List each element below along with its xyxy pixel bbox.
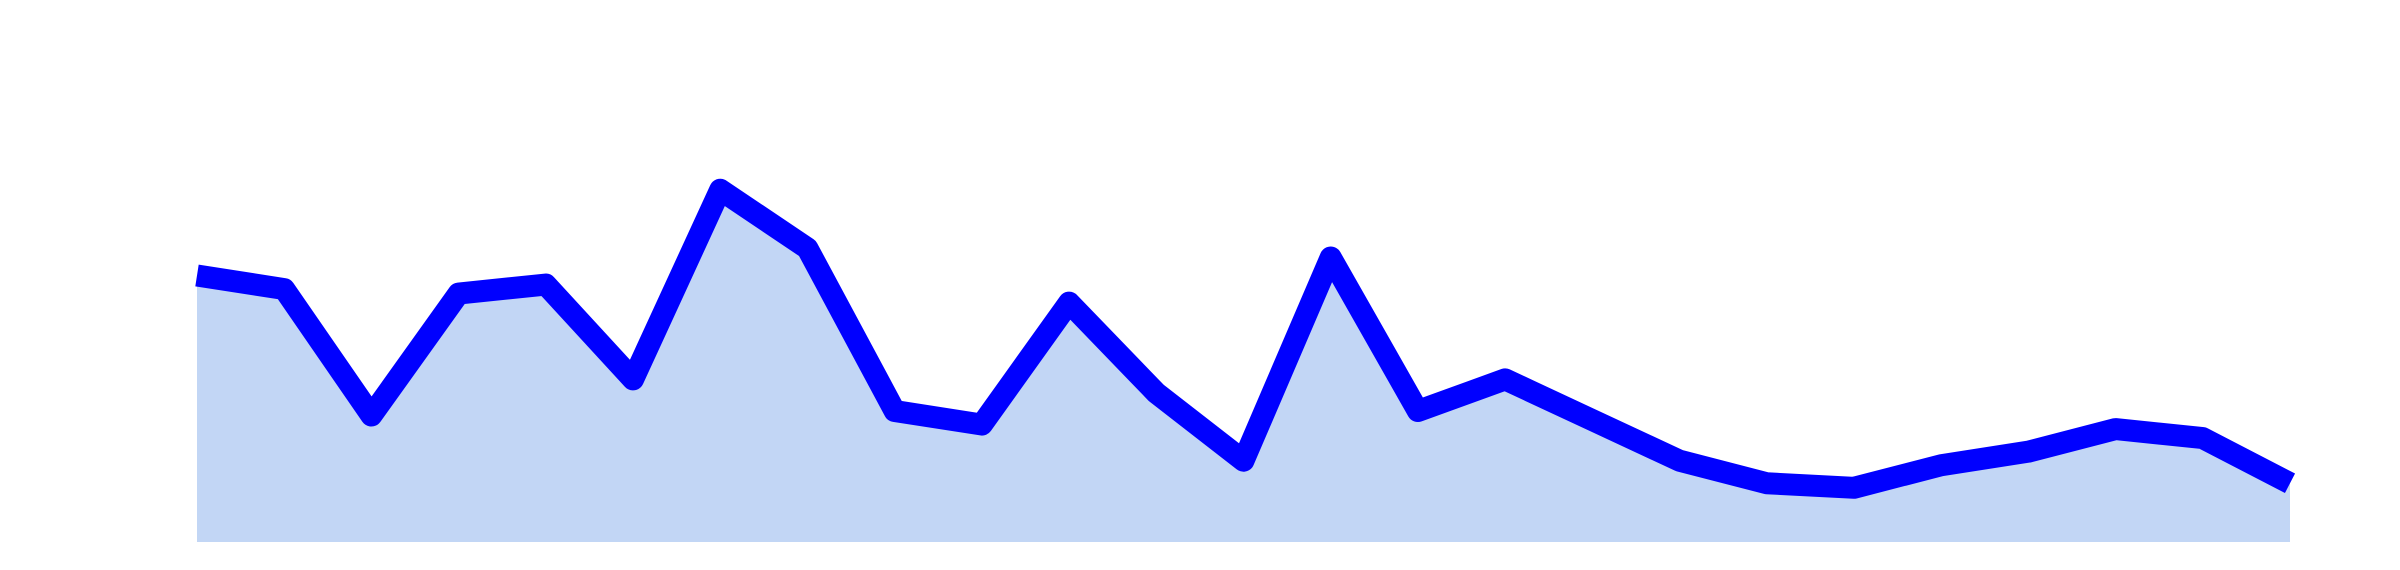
chart-plot-area: [195, 178, 2296, 542]
series-line: [195, 178, 2296, 499]
series-area-fill: [197, 189, 2290, 542]
